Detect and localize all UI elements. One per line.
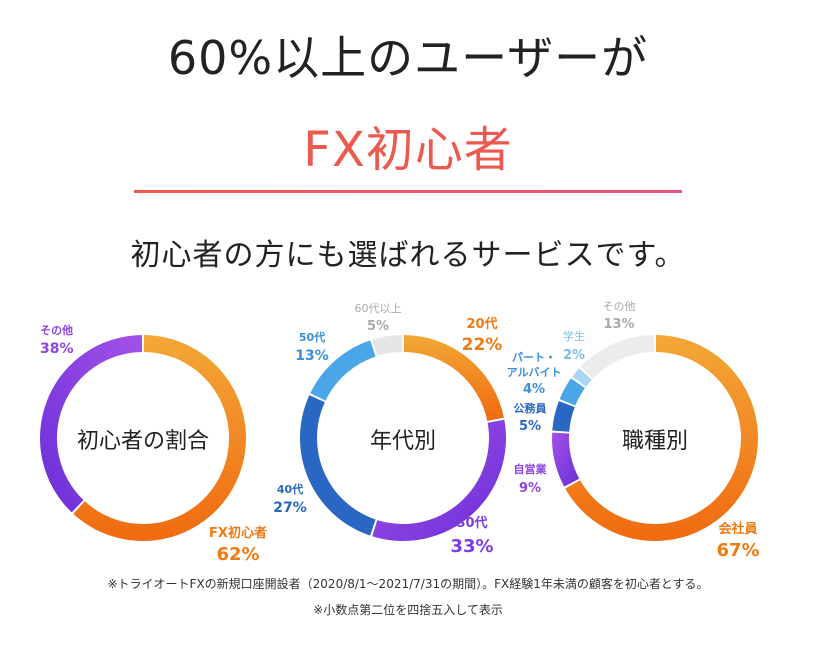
label-civil-servant-name: 公務員 (514, 401, 547, 415)
label-other-name: その他 (603, 300, 636, 313)
slice-part-time (559, 378, 585, 406)
slice-civil-servant (552, 401, 575, 432)
label-student-value: 2% (563, 348, 585, 363)
label-fx-beginner-name: FX初心者 (209, 525, 267, 541)
chart-title: 職種別 (622, 429, 688, 454)
label-employee-value: 67% (716, 540, 759, 561)
chart-title: 初心者の割合 (77, 429, 209, 454)
headline-line2: FX初心者 (303, 122, 513, 178)
slice-40s (300, 395, 376, 536)
label-50s-value: 13% (295, 348, 329, 364)
label-40s-value: 27% (273, 500, 307, 516)
footnote-2: ※小数点第二位を四捨五入して表示 (313, 603, 503, 617)
slice-student (572, 368, 592, 387)
label-other-name: その他 (40, 323, 73, 337)
label-fx-beginner-value: 62% (216, 544, 259, 565)
divider (134, 190, 682, 193)
label-60s-plus-name: 60代以上 (355, 302, 402, 315)
label-civil-servant-value: 5% (519, 419, 541, 434)
chart-title: 年代別 (370, 429, 436, 454)
label-20s-name: 20代 (466, 316, 497, 332)
label-50s-name: 50代 (299, 330, 325, 344)
subtitle: 初心者の方にも選ばれるサービスです。 (130, 238, 686, 273)
slice-self-employed (552, 432, 580, 487)
label-60s-plus-value: 5% (367, 319, 389, 334)
label-employee-name: 会社員 (718, 521, 757, 537)
donut-chart-beginner-ratio: 初心者の割合 FX初心者 62% その他 38% (40, 323, 267, 565)
slice-50s (310, 340, 376, 401)
slice-20s (403, 335, 504, 422)
slice-other (580, 335, 655, 379)
footnote-1: ※トライオートFXの新規口座開設者（2020/8/1～2021/7/31の期間）… (107, 577, 709, 591)
label-other-value: 13% (603, 317, 634, 332)
label-self-employed-value: 9% (519, 481, 541, 496)
label-part-time-value: 4% (523, 382, 545, 397)
donut-chart-age: 年代別 20代 22% 30代 33% 40代 27% 50代 13% 60代以… (273, 302, 506, 557)
label-student-name: 学生 (563, 329, 585, 343)
label-self-employed-name: 自営業 (514, 462, 548, 476)
label-30s-name: 30代 (456, 515, 487, 531)
slice-other (40, 335, 143, 513)
label-40s-name: 40代 (277, 482, 303, 496)
slice-fx-beginner (73, 335, 247, 541)
label-other-value: 38% (40, 341, 74, 357)
headline-line1: 60%以上のユーザーが (167, 31, 649, 85)
slice-30s (372, 419, 506, 541)
donut-chart-occupation: 職種別 会社員 67% 自営業 9% 公務員 5% パート・アルバイト 4% 学… (507, 300, 760, 561)
label-30s-value: 33% (450, 536, 493, 557)
slice-60s-plus (372, 335, 403, 356)
label-part-time-name: パート・アルバイト (507, 351, 562, 379)
label-20s-value: 22% (462, 335, 503, 355)
